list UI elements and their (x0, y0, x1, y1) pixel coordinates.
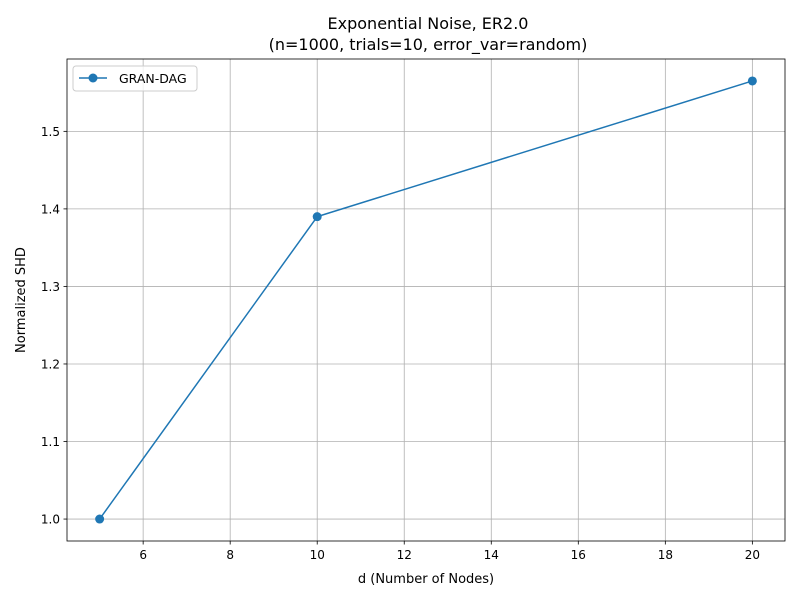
grid-lines (67, 59, 785, 541)
legend: GRAN-DAG (72, 65, 198, 92)
x-axis-label: d (Number of Nodes) (358, 572, 494, 587)
y-tick-label: 1.5 (41, 125, 60, 139)
x-tick-label: 12 (397, 548, 412, 562)
axis-ticks: 6 8 10 12 14 16 18 20 1.0 1.1 1.2 1.3 1.4 1.5 (41, 125, 760, 562)
data-point (95, 514, 105, 524)
x-tick-label: 10 (310, 548, 325, 562)
plot-frame (66, 58, 786, 542)
legend-box (72, 65, 198, 92)
x-tick-label: 14 (484, 548, 499, 562)
y-tick-label: 1.4 (41, 202, 60, 216)
x-tick-label: 18 (658, 548, 673, 562)
y-tick-label: 1.2 (41, 357, 60, 371)
chart-subtitle: (n=1000, trials=10, error_var=random) (269, 35, 588, 55)
legend-marker-swatch (88, 73, 98, 83)
y-tick-label: 1.0 (41, 513, 60, 527)
series-layer (95, 76, 757, 524)
chart-title: Exponential Noise, ER2.0 (328, 14, 529, 33)
y-tick-label: 1.3 (41, 280, 60, 294)
x-tick-label: 8 (226, 548, 234, 562)
x-tick-label: 6 (139, 548, 147, 562)
y-tick-label: 1.1 (41, 435, 60, 449)
y-axis-label: Normalized SHD (14, 247, 29, 353)
data-point (312, 212, 322, 222)
data-point (747, 76, 757, 86)
x-tick-label: 20 (745, 548, 760, 562)
legend-label: GRAN-DAG (119, 71, 187, 86)
x-tick-label: 16 (571, 548, 586, 562)
